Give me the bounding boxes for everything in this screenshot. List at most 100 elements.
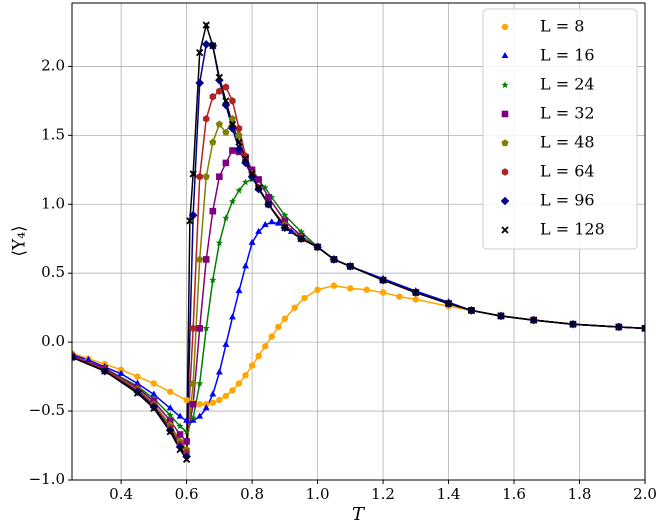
marker — [165, 426, 175, 435]
marker — [166, 428, 174, 436]
y-tick-label: 2.0 — [41, 56, 65, 74]
legend-label: L = 16 — [540, 46, 595, 65]
marker — [189, 170, 197, 178]
x-tick-label: 0.4 — [109, 485, 133, 503]
marker — [215, 239, 223, 246]
marker — [196, 48, 204, 57]
marker — [176, 412, 184, 419]
marker — [297, 235, 305, 243]
marker — [500, 196, 510, 206]
marker — [412, 288, 420, 297]
marker — [183, 396, 190, 404]
marker — [195, 78, 204, 88]
marker — [189, 416, 197, 423]
y-tick-label: 1.5 — [41, 125, 65, 143]
marker — [221, 100, 231, 110]
x-axis-label: T — [352, 504, 366, 525]
marker — [235, 138, 243, 146]
marker — [235, 287, 243, 294]
marker — [202, 256, 210, 263]
legend-box — [482, 8, 638, 250]
marker — [241, 155, 250, 163]
marker — [203, 400, 210, 408]
marker — [222, 97, 230, 105]
x-tick-label: 1.8 — [568, 485, 592, 503]
legend-label: L = 64 — [540, 162, 595, 181]
x-tick-label: 1.0 — [306, 485, 330, 503]
marker — [346, 262, 354, 270]
marker — [235, 186, 243, 194]
marker — [189, 400, 197, 408]
marker — [222, 214, 230, 222]
marker — [117, 369, 125, 376]
legend-label: L = 8 — [540, 17, 584, 36]
x-tick-label: 1.2 — [371, 485, 395, 503]
marker — [189, 324, 197, 333]
marker — [186, 217, 194, 225]
marker — [149, 402, 159, 412]
marker — [202, 21, 210, 29]
legend-label: L = 128 — [540, 220, 605, 239]
marker — [330, 282, 338, 289]
marker — [255, 227, 263, 234]
marker — [176, 431, 184, 438]
marker — [248, 362, 256, 369]
marker — [396, 293, 403, 300]
marker — [281, 224, 289, 232]
marker — [261, 220, 269, 227]
marker — [183, 438, 190, 445]
marker — [203, 115, 210, 123]
marker — [228, 115, 237, 122]
marker — [297, 228, 305, 235]
marker — [209, 390, 217, 397]
marker — [215, 120, 223, 128]
marker — [182, 427, 191, 435]
marker — [175, 442, 185, 452]
marker — [501, 139, 509, 147]
marker — [268, 333, 275, 340]
marker — [202, 172, 210, 180]
marker — [291, 304, 298, 311]
legend-label: L = 96 — [540, 191, 595, 210]
marker — [281, 217, 289, 225]
marker — [209, 42, 217, 50]
marker — [222, 392, 230, 400]
marker — [196, 379, 204, 387]
marker — [363, 286, 370, 293]
marker — [274, 219, 282, 226]
marker — [216, 173, 223, 181]
marker — [264, 200, 273, 208]
marker — [229, 97, 236, 105]
series-line — [72, 221, 645, 422]
marker — [248, 170, 256, 178]
marker — [209, 93, 216, 101]
legend-label: L = 24 — [540, 75, 595, 94]
marker — [641, 324, 645, 332]
marker — [248, 166, 256, 174]
marker — [166, 411, 174, 419]
marker — [235, 131, 243, 139]
marker — [133, 387, 142, 397]
marker — [501, 23, 509, 31]
marker — [196, 400, 203, 408]
y-tick-label: 0.0 — [41, 332, 65, 350]
marker — [313, 243, 322, 251]
x-tick-label: 1.4 — [437, 485, 461, 503]
y-tick-label: 0.5 — [41, 263, 65, 281]
marker — [133, 389, 142, 397]
marker — [281, 315, 289, 322]
marker — [501, 52, 509, 58]
marker — [215, 75, 224, 85]
marker — [347, 285, 354, 292]
marker — [530, 316, 538, 324]
marker — [229, 387, 236, 394]
marker — [84, 356, 92, 363]
marker — [215, 73, 223, 82]
marker — [196, 412, 204, 419]
marker — [255, 352, 262, 360]
marker — [150, 390, 158, 397]
marker — [201, 40, 211, 49]
marker — [281, 211, 289, 219]
x-tick-label: 1.6 — [502, 485, 526, 503]
marker — [134, 373, 141, 380]
